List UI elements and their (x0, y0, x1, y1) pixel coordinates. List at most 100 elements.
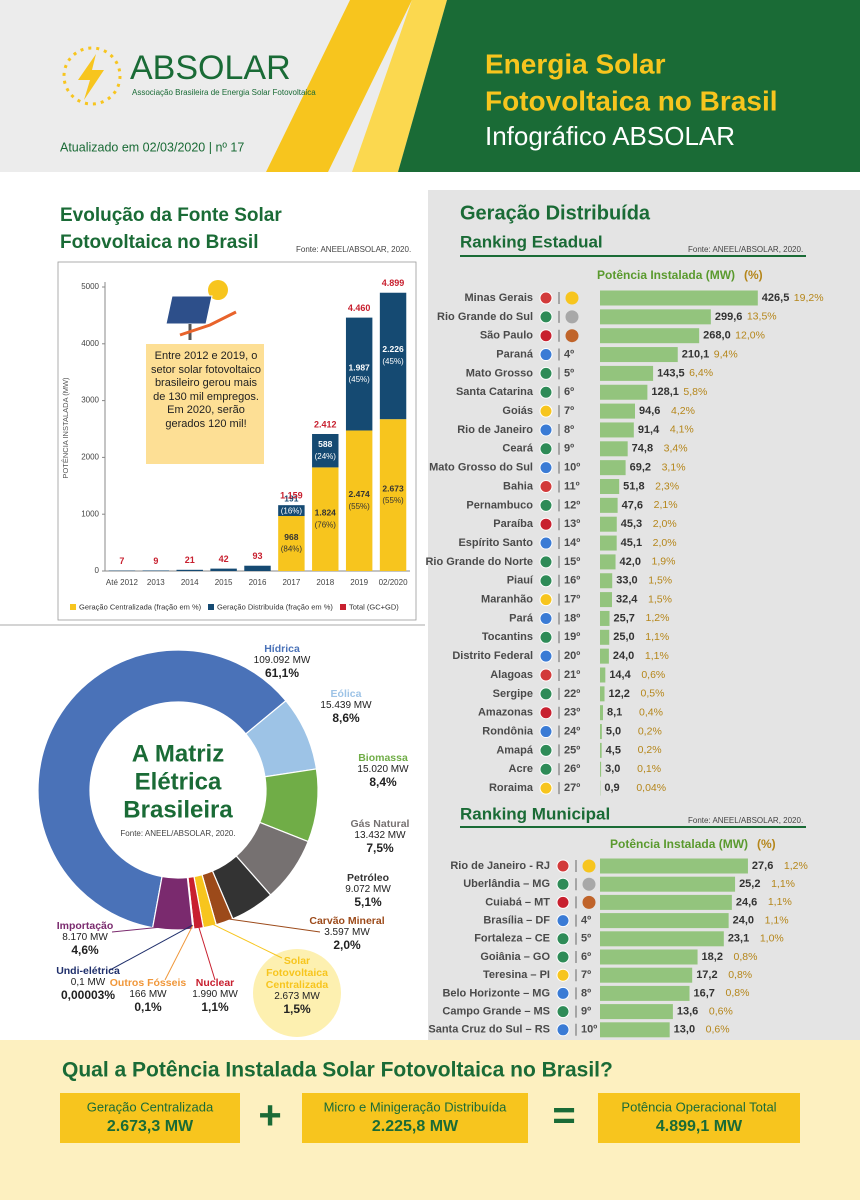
x-tick-label: 2015 (215, 578, 233, 587)
bar (600, 1004, 673, 1020)
leader-line (111, 925, 173, 933)
leader-line (208, 921, 283, 959)
total-box (60, 1093, 240, 1143)
slice-capacity: 15.439 MW (320, 700, 372, 711)
slice-capacity: 9.072 MW (345, 884, 391, 895)
value-label: 968 (284, 532, 298, 542)
ranking-title: Ranking Estadual (460, 232, 603, 251)
donut-title: Brasileira (123, 796, 233, 823)
bar (600, 328, 700, 344)
row-name: Goiás (502, 405, 533, 417)
medal (582, 859, 596, 873)
bar-segment (278, 516, 305, 571)
rank: 23º (564, 707, 580, 719)
value-label: 13,6 (677, 1006, 698, 1018)
share-label: 13,5% (747, 311, 777, 323)
row-name: Cuiabá – MT (485, 896, 550, 908)
row-name: Goiânia – GO (480, 951, 550, 963)
slice-label: Biomassa 15.020 MW 8,4% (321, 752, 445, 788)
slice-label: Undi-elétrica 0,1 MW 0,00003% (26, 965, 150, 1001)
bar (600, 629, 610, 645)
y-tick-label: 5000 (81, 282, 99, 291)
share-label: 2,1% (654, 499, 678, 511)
rank: 7º (581, 969, 591, 981)
bar-segment (379, 292, 407, 420)
rank: 5º (564, 367, 574, 379)
bar (600, 742, 602, 758)
y-tick-label: 3000 (81, 396, 99, 405)
source: Fonte: ANEEL/ABSOLAR, 2020. (688, 816, 803, 825)
y-tick-label: 0 (95, 566, 100, 575)
slice-name: Solar Fotovoltaica Centralizada (265, 955, 329, 991)
flag (539, 498, 553, 512)
bar (600, 535, 617, 551)
leader-line (223, 917, 321, 933)
bar (600, 497, 618, 513)
rank: 12º (564, 499, 580, 511)
medal (565, 291, 579, 305)
rank: 16º (564, 575, 580, 587)
value-label: 1.987 (349, 362, 371, 372)
value-label: 16,7 (694, 987, 715, 999)
row-name: Espírito Santo (458, 537, 533, 549)
row-name: Tocantins (482, 631, 533, 643)
medal (582, 895, 596, 909)
row-name: Rio de Janeiro - RJ (450, 860, 550, 872)
header-band (398, 0, 860, 172)
value-label: 299,6 (715, 311, 743, 323)
source: Fonte: ANEEL/ABSOLAR, 2020. (120, 829, 235, 838)
legend-label: Geração Distribuída (fração em %) (217, 602, 333, 611)
slice-label: Nuclear 1.990 MW 1,1% (153, 977, 277, 1013)
row-name: Rio Grande do Sul (437, 311, 533, 323)
solar-panel-icon (165, 280, 237, 340)
flag (556, 932, 570, 946)
value-label: 18,2 (702, 951, 723, 963)
share-label: 1,2% (646, 612, 670, 624)
row-name: Santa Cruz do Sul – RS (428, 1024, 550, 1036)
bar (600, 610, 610, 626)
share-label: (55%) (382, 496, 404, 505)
share-label: 2,0% (653, 537, 677, 549)
row-name: Amapá (496, 744, 534, 756)
row-name: Mato Grosso (466, 367, 534, 379)
row-name: Rondônia (482, 725, 534, 737)
rank: 10º (564, 462, 580, 474)
row-name: Rio Grande do Norte (425, 556, 533, 568)
chart-title: Fotovoltaica no Brasil (60, 232, 258, 253)
stripe (266, 0, 412, 172)
rank: 6º (581, 951, 591, 963)
share-label: 0,04% (636, 782, 666, 794)
flag (556, 859, 570, 873)
row-name: Distrito Federal (452, 650, 533, 662)
flag (556, 1005, 570, 1019)
column-header: (%) (744, 268, 763, 282)
row-name: Acre (509, 763, 533, 775)
rank: 26º (564, 763, 580, 775)
flag (539, 310, 553, 324)
flag (539, 385, 553, 399)
flag (539, 423, 553, 437)
box-value: 2.673,3 MW (107, 1118, 194, 1135)
y-axis-label: POTÊNCIA INSTALADA (MW) (61, 377, 70, 479)
value-label: 2.226 (382, 344, 404, 354)
title: Fotovoltaica no Brasil (485, 85, 778, 116)
share-label: 1,1% (765, 914, 789, 926)
share-label: (76%) (315, 520, 337, 529)
total-label: 21 (185, 555, 195, 565)
row-name: Sergipe (493, 688, 533, 700)
flag (556, 968, 570, 982)
slice-share: 1,5% (283, 1002, 311, 1016)
logo-icon (62, 46, 122, 106)
operator: = (552, 1094, 575, 1138)
flag (539, 404, 553, 418)
rank: 7º (564, 405, 574, 417)
slice-share: 0,1% (134, 1000, 162, 1014)
slice-share: 8,6% (332, 711, 360, 725)
title: Energia Solar (485, 48, 666, 79)
value-label: 128,1 (651, 386, 679, 398)
flag (539, 348, 553, 362)
bar (600, 309, 711, 325)
row-name: Paraíba (493, 518, 534, 530)
share-label: (45%) (348, 375, 370, 384)
